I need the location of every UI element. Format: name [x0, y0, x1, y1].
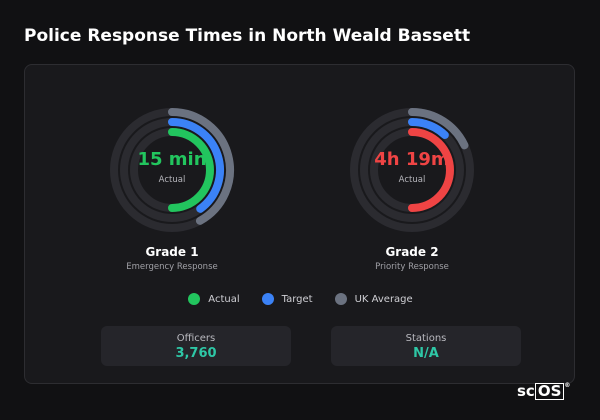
chart-legend: Actual Target UK Average	[25, 293, 576, 305]
grade-1-uk-average-arc	[168, 108, 234, 225]
legend-dot-actual	[188, 293, 201, 305]
grade-1-label: Grade 1	[145, 245, 199, 259]
grade-2-actual-value: 4h 19m	[374, 149, 450, 170]
legend-item-actual: Actual	[188, 293, 240, 305]
officers-value: 3,760	[175, 346, 217, 361]
legend-label-target: Target	[281, 293, 313, 305]
grade-2-subtitle: Priority Response	[375, 262, 449, 272]
page-title: Police Response Times in North Weald Bas…	[24, 26, 471, 46]
brand-registered-mark: ®	[564, 382, 571, 389]
stations-label: Stations	[405, 333, 447, 344]
grade-2-uk-average-arc	[408, 108, 469, 150]
grade-1-actual-arc	[168, 128, 214, 212]
response-times-card: 15 min Actual Grade 1 Emergency Response…	[24, 64, 575, 384]
grade-1-actual-caption: Actual	[158, 175, 186, 185]
legend-label-actual: Actual	[208, 293, 240, 305]
legend-label-uk-average: UK Average	[354, 293, 413, 305]
scos-logo: sc OS ®	[517, 382, 570, 400]
legend-dot-target	[261, 293, 274, 305]
grade-1-ring-chart	[110, 108, 234, 232]
grade-2-ring-chart	[350, 108, 474, 232]
grade-2-target-arc	[408, 118, 449, 140]
grade-2-actual-caption: Actual	[398, 175, 426, 185]
grade-1-actual-value: 15 min	[137, 149, 207, 170]
officers-stat: Officers 3,760	[101, 326, 291, 366]
grade-1-subtitle: Emergency Response	[126, 262, 218, 272]
grade-2-label: Grade 2	[385, 245, 439, 259]
legend-dot-uk-average	[334, 293, 347, 305]
legend-item-uk-average: UK Average	[334, 293, 413, 305]
stations-value: N/A	[413, 346, 439, 361]
officers-label: Officers	[176, 333, 216, 344]
stations-stat: Stations N/A	[331, 326, 521, 366]
legend-item-target: Target	[261, 293, 313, 305]
grade-1-target-arc	[168, 118, 224, 213]
brand-boxed-text: OS	[534, 383, 565, 400]
grade-2-actual-arc	[408, 128, 454, 212]
brand-text: sc	[517, 382, 535, 400]
